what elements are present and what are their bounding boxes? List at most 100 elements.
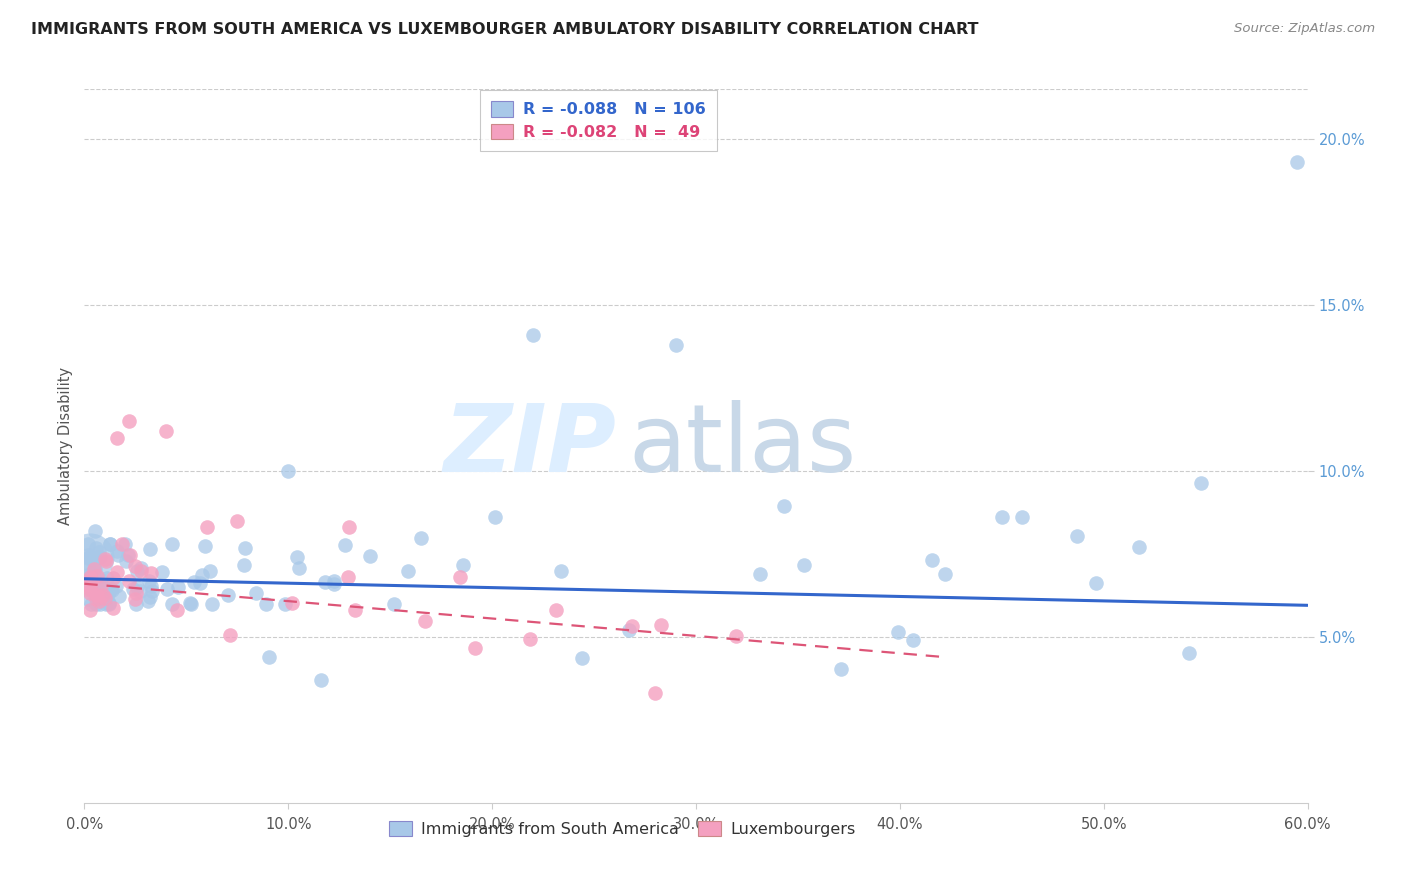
Point: [122, 582, 145, 597]
Point: [114, 554, 136, 568]
Point: [80, 597, 103, 611]
Point: [87, 549, 110, 564]
Point: [138, 590, 160, 604]
Point: [96, 554, 118, 568]
Point: [451, 558, 474, 572]
Point: [89, 550, 111, 565]
Point: [219, 628, 242, 642]
Point: [84, 561, 107, 575]
Point: [97, 596, 120, 610]
Point: [226, 514, 249, 528]
Point: [665, 338, 688, 352]
Point: [217, 588, 239, 602]
Point: [86, 588, 108, 602]
Point: [139, 541, 162, 556]
Point: [160, 537, 183, 551]
Point: [1066, 529, 1088, 543]
Point: [179, 596, 201, 610]
Point: [522, 327, 544, 342]
Point: [934, 567, 956, 582]
Point: [79, 582, 101, 597]
Point: [138, 594, 160, 608]
Point: [903, 633, 925, 648]
Point: [188, 576, 211, 591]
Point: [87, 594, 110, 608]
Point: [120, 548, 142, 562]
Point: [195, 520, 218, 534]
Point: [233, 558, 256, 572]
Point: [339, 520, 361, 534]
Point: [183, 574, 205, 589]
Point: [77, 537, 100, 551]
Point: [79, 581, 101, 595]
Point: [91, 588, 114, 602]
Point: [90, 573, 112, 587]
Point: [156, 582, 179, 597]
Point: [259, 649, 281, 664]
Point: [124, 592, 146, 607]
Point: [519, 632, 541, 647]
Point: [79, 586, 101, 600]
Point: [77, 557, 100, 571]
Point: [138, 574, 160, 588]
Point: [89, 585, 111, 599]
Point: [991, 510, 1014, 524]
Point: [103, 571, 125, 585]
Point: [273, 597, 295, 611]
Point: [484, 509, 506, 524]
Point: [79, 550, 101, 565]
Point: [84, 572, 107, 586]
Legend: Immigrants from South America, Luxembourgers: Immigrants from South America, Luxembour…: [381, 813, 863, 845]
Point: [94, 552, 117, 566]
Point: [245, 586, 267, 600]
Point: [105, 544, 128, 558]
Point: [921, 553, 943, 567]
Point: [254, 597, 277, 611]
Point: [166, 603, 188, 617]
Point: [125, 580, 148, 594]
Point: [337, 570, 360, 584]
Point: [129, 564, 152, 578]
Point: [86, 582, 108, 596]
Point: [77, 548, 100, 562]
Point: [323, 574, 346, 589]
Point: [79, 574, 101, 588]
Point: [191, 567, 214, 582]
Point: [77, 575, 100, 590]
Point: [201, 597, 224, 611]
Point: [86, 568, 108, 582]
Point: [90, 579, 112, 593]
Point: [98, 537, 121, 551]
Point: [93, 591, 115, 605]
Point: [409, 531, 432, 545]
Point: [887, 624, 910, 639]
Point: [105, 565, 128, 579]
Point: [413, 615, 436, 629]
Point: [96, 571, 118, 585]
Point: [359, 549, 381, 563]
Point: [748, 567, 770, 582]
Point: [118, 414, 141, 428]
Point: [87, 545, 110, 559]
Point: [107, 548, 129, 562]
Point: [281, 596, 304, 610]
Point: [830, 662, 852, 676]
Point: [793, 558, 815, 573]
Point: [650, 618, 672, 632]
Point: [114, 537, 136, 551]
Point: [571, 651, 593, 665]
Y-axis label: Ambulatory Disability: Ambulatory Disability: [58, 367, 73, 525]
Point: [86, 541, 108, 556]
Point: [773, 500, 796, 514]
Point: [621, 619, 644, 633]
Point: [1084, 575, 1107, 590]
Point: [449, 570, 471, 584]
Point: [86, 597, 108, 611]
Point: [77, 550, 100, 565]
Point: [94, 597, 117, 611]
Point: [83, 524, 105, 538]
Point: [194, 539, 217, 553]
Point: [333, 538, 356, 552]
Point: [1011, 510, 1033, 524]
Point: [111, 537, 134, 551]
